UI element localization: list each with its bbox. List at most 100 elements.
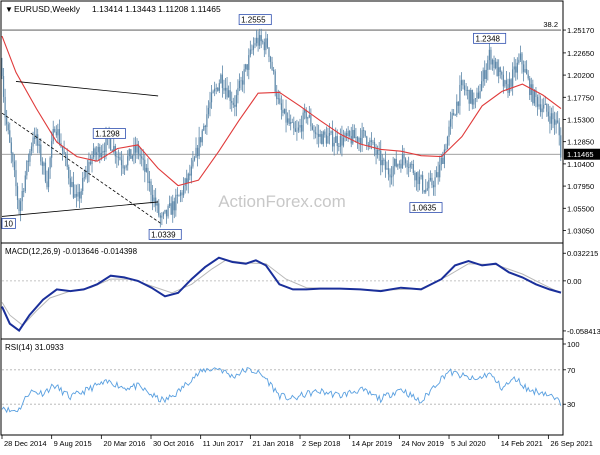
candle-body [308,115,310,118]
candle-body [296,130,298,132]
candle-body [415,172,418,181]
candle-body [105,136,107,152]
candle-body [294,128,296,132]
candle-body [507,84,509,93]
candle-body [4,96,6,118]
candle-body [300,124,303,132]
candle-body [519,53,522,60]
candle-body [51,141,53,158]
price-annotation-label: 1.0339 [151,230,176,239]
price-y-tick-label: 1.17750 [567,93,594,102]
candle-body [339,135,341,147]
candle-body [305,109,307,119]
candle-body [181,192,183,196]
candle-body [269,56,272,62]
candle-body [206,114,208,128]
price-annotation-box [92,128,126,139]
rsi-line [1,367,562,414]
candle-body [454,114,456,116]
trendline [1,112,162,225]
candle-body [373,142,376,150]
candle-body [558,122,560,136]
candle-body [124,167,126,169]
candle-body [2,75,5,97]
candle-body [432,185,435,188]
candle-body [449,118,452,127]
candle-body [100,152,102,158]
candle-body [137,145,140,154]
candle-body [361,130,363,145]
candle-body [304,109,306,113]
candle-body [150,181,152,195]
candle-body [451,113,453,119]
candle-body [434,177,436,188]
candle-body [540,104,542,113]
candle-body [186,178,188,184]
candle-body [499,67,501,72]
candle-body [330,131,332,134]
watermark: ActionForex.com [218,192,346,211]
price-annotation-label: 10 [4,219,13,228]
candle-body [518,59,520,63]
candle-body [282,109,284,114]
macd-series [1,256,562,333]
candle-body [442,157,444,164]
price-y-tick-label: 1.15300 [567,115,594,124]
candle-body [386,168,388,170]
candle-body [215,87,217,89]
candle-body [41,161,43,166]
candle-body [279,98,281,104]
candle-body [268,47,270,57]
candle-body [260,35,262,42]
candle-body [27,160,29,162]
candle-body [302,112,304,132]
rsi-y-tick-label: 30 [567,400,575,409]
header-symbol: EURUSD,Weekly [14,4,81,14]
price-annotation-label: 1.2348 [476,34,501,43]
candle-body [117,156,120,158]
macd-y-tick-label: -0.058413 [567,327,600,336]
candle-body [86,170,88,173]
candle-body [221,74,224,89]
candle-body [162,212,165,216]
candle-body [57,129,59,136]
candle-body [367,144,369,147]
candle-body [133,146,135,156]
candle-body [229,90,231,101]
candle-body [370,140,373,142]
candle-body [72,181,74,198]
trendline [1,201,159,217]
candle-body [271,61,273,70]
candle-body [68,166,70,179]
rsi-series [1,367,562,414]
candle-body [529,78,531,96]
price-annotation-label: 1.1298 [95,130,120,139]
candle-body [372,141,374,143]
candle-body [16,186,19,200]
candle-body [355,136,357,139]
candle-body [55,131,57,136]
price-y-tick-label: 1.03050 [567,226,594,235]
candle-body [273,69,275,72]
candle-body [293,122,295,129]
candle-body [429,177,431,181]
candle-body [459,84,461,106]
candle-body [473,99,475,105]
candle-body [404,158,407,164]
candle-body [235,95,237,107]
moving-average [1,35,562,187]
candle-body [381,160,383,166]
candle-body [12,153,14,162]
candle-body [390,176,393,178]
candle-body [352,129,354,144]
candle-body [234,104,236,107]
candle-body [440,157,442,165]
candle-body [158,203,160,216]
price-candles [1,28,562,228]
candle-body [71,181,73,187]
candle-body [15,170,17,187]
candle-body [431,177,433,186]
candle-body [172,201,174,215]
